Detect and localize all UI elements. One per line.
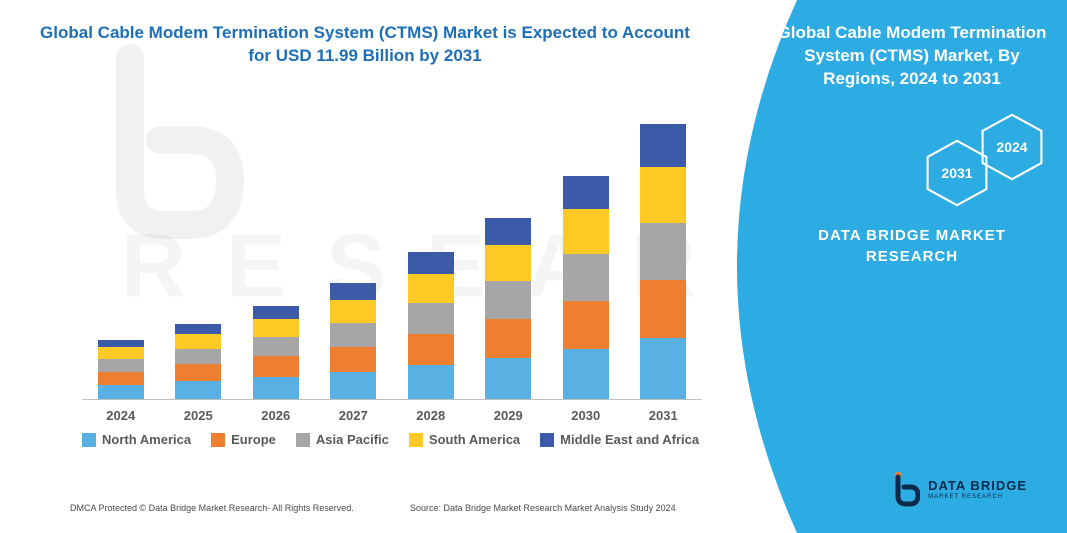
segment-middle-east-and-africa [98, 340, 144, 348]
legend-item-europe: Europe [211, 432, 276, 447]
x-axis-label: 2027 [339, 408, 368, 423]
segment-middle-east-and-africa [253, 306, 299, 319]
segment-middle-east-and-africa [485, 218, 531, 245]
footer-copyright: DMCA Protected © Data Bridge Market Rese… [70, 503, 354, 513]
segment-asia-pacific [640, 223, 686, 280]
bar-2031: 2031 [640, 124, 686, 399]
segment-asia-pacific [175, 349, 221, 365]
legend-label: South America [429, 432, 520, 447]
chart-title: Global Cable Modem Termination System (C… [0, 0, 730, 74]
segment-europe [175, 364, 221, 381]
bar-2025: 2025 [175, 324, 221, 399]
segment-north-america [640, 338, 686, 399]
segment-europe [330, 347, 376, 372]
x-axis-label: 2029 [494, 408, 523, 423]
x-axis-label: 2026 [261, 408, 290, 423]
x-axis-label: 2025 [184, 408, 213, 423]
logo: DATA BRIDGE MARKET RESEARCH [890, 471, 1027, 507]
segment-middle-east-and-africa [640, 124, 686, 167]
hexagon-label-a: 2031 [941, 165, 972, 181]
right-panel: Global Cable Modem Termination System (C… [707, 0, 1067, 533]
legend-item-middle-east-and-africa: Middle East and Africa [540, 432, 699, 447]
segment-asia-pacific [563, 254, 609, 301]
segment-europe [98, 372, 144, 385]
segment-asia-pacific [253, 337, 299, 356]
segment-south-america [175, 334, 221, 348]
segment-north-america [408, 365, 454, 399]
segment-europe [563, 301, 609, 349]
bar-2029: 2029 [485, 218, 531, 399]
segment-south-america [485, 245, 531, 281]
logo-text-sub: MARKET RESEARCH [928, 494, 1027, 500]
legend-swatch [540, 433, 554, 447]
legend-swatch [82, 433, 96, 447]
segment-asia-pacific [408, 303, 454, 334]
segment-south-america [253, 319, 299, 337]
segment-north-america [563, 349, 609, 399]
footer-source: Source: Data Bridge Market Research Mark… [410, 503, 676, 513]
segment-asia-pacific [485, 281, 531, 318]
legend-item-asia-pacific: Asia Pacific [296, 432, 389, 447]
legend: North America Europe Asia Pacific South Ame… [82, 432, 722, 447]
segment-south-america [98, 347, 144, 359]
legend-swatch [296, 433, 310, 447]
segment-europe [408, 334, 454, 365]
segment-middle-east-and-africa [408, 252, 454, 274]
segment-asia-pacific [330, 323, 376, 348]
x-axis-label: 2024 [106, 408, 135, 423]
segment-middle-east-and-africa [563, 176, 609, 210]
hexagon-2024: 2024 [977, 112, 1047, 182]
segment-north-america [175, 381, 221, 399]
segment-north-america [485, 358, 531, 399]
brand-line1: DATA BRIDGE MARKET [818, 227, 1006, 244]
bar-2026: 2026 [253, 306, 299, 399]
segment-south-america [330, 300, 376, 323]
segment-europe [640, 280, 686, 338]
segment-europe [253, 356, 299, 377]
bar-2024: 2024 [98, 340, 144, 399]
legend-label: Middle East and Africa [560, 432, 699, 447]
segment-north-america [98, 385, 144, 399]
logo-icon [890, 471, 920, 507]
legend-swatch [409, 433, 423, 447]
segment-asia-pacific [98, 359, 144, 372]
x-axis-label: 2031 [649, 408, 678, 423]
segment-middle-east-and-africa [175, 324, 221, 334]
legend-label: Asia Pacific [316, 432, 389, 447]
right-panel-title: Global Cable Modem Termination System (C… [777, 22, 1047, 91]
legend-item-south-america: South America [409, 432, 520, 447]
x-axis-label: 2028 [416, 408, 445, 423]
segment-north-america [330, 372, 376, 399]
logo-text-main: DATA BRIDGE [928, 479, 1027, 492]
legend-label: Europe [231, 432, 276, 447]
stacked-bar-chart: 2024 2025 2026 2027 2028 2029 2030 2031 [82, 90, 702, 400]
segment-middle-east-and-africa [330, 283, 376, 300]
segment-south-america [408, 274, 454, 304]
hexagon-label-b: 2024 [996, 139, 1027, 155]
bar-2030: 2030 [563, 176, 609, 399]
segment-south-america [563, 209, 609, 254]
brand-name: DATA BRIDGE MARKET RESEARCH [787, 225, 1037, 267]
segment-north-america [253, 377, 299, 399]
bar-2027: 2027 [330, 283, 376, 399]
segment-south-america [640, 167, 686, 224]
left-panel: Global Cable Modem Termination System (C… [0, 0, 730, 533]
legend-swatch [211, 433, 225, 447]
brand-line2: RESEARCH [866, 248, 958, 265]
x-axis-label: 2030 [571, 408, 600, 423]
segment-europe [485, 319, 531, 358]
legend-item-north-america: North America [82, 432, 191, 447]
legend-label: North America [102, 432, 191, 447]
bar-2028: 2028 [408, 252, 454, 399]
